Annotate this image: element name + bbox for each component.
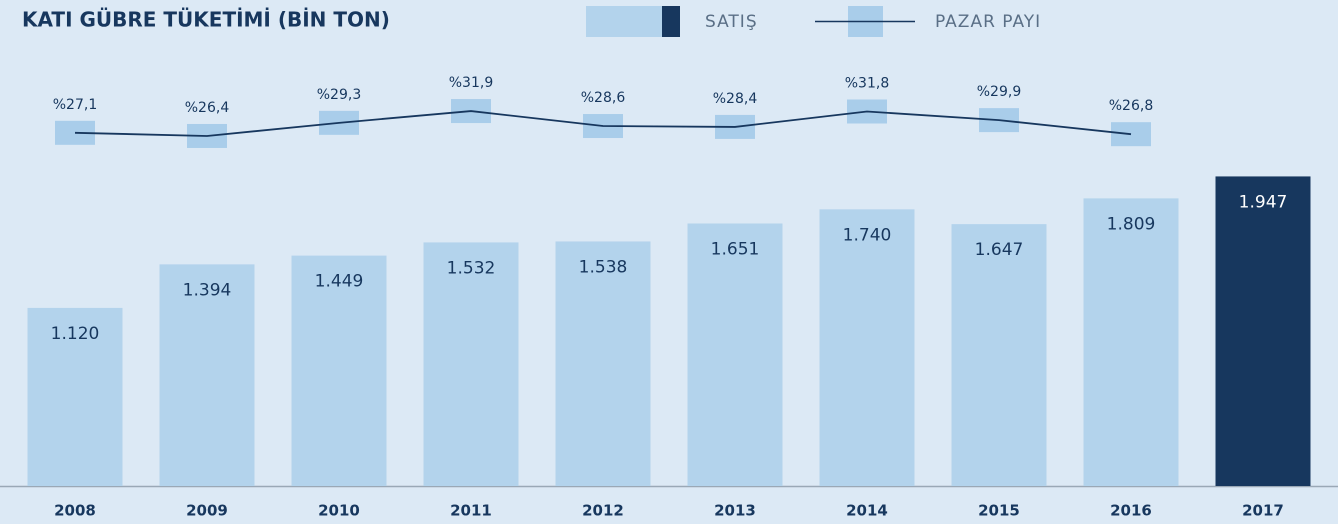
bar-value-label: 1.651 [711,239,760,259]
line-value-label: %29,3 [317,87,361,103]
line [74,110,1132,137]
x-tick-label: 2008 [54,502,96,520]
bar-value-label: 1.532 [447,258,496,278]
bar [555,241,651,486]
bar [159,264,255,486]
bar [27,307,123,486]
bar-value-label: 1.740 [843,225,892,245]
bar [291,255,387,486]
x-tick-label: 2009 [186,502,228,520]
line-value-label: %29,9 [977,84,1021,100]
bar-value-label: 1.394 [183,280,232,300]
x-tick-label: 2015 [978,502,1020,520]
legend-label: SATIŞ [705,12,758,32]
bar-value-label: 1.809 [1107,214,1156,234]
x-tick-label: 2012 [582,502,624,520]
line-value-label: %26,4 [185,100,230,116]
bar-value-label: 1.120 [51,324,100,344]
line-value-label: %27,1 [53,97,97,113]
bar-value-label: 1.449 [315,272,364,292]
x-tick-label: 2016 [1110,502,1152,520]
bar-value-label: 1.538 [579,257,628,277]
bar [687,223,783,486]
x-tick-label: 2011 [450,502,492,520]
line-marker [55,120,95,145]
x-tick-label: 2014 [846,502,888,520]
line-value-label: %28,6 [581,90,626,106]
bar [423,242,519,486]
line-value-label: %31,9 [449,75,493,91]
bar [951,224,1047,486]
bar [819,209,915,486]
bar-value-label: 1.947 [1239,192,1288,212]
x-tick-label: 2017 [1242,502,1284,520]
x-tick-label: 2010 [318,502,360,520]
bar-value-label: 1.647 [975,240,1024,260]
line-value-label: %31,8 [845,76,889,92]
legend-label: PAZAR PAYI [935,12,1041,32]
legend-swatch-highlight [662,6,680,37]
chart-title: KATI GÜBRE TÜKETİMİ (BİN TON) [22,8,390,32]
line-value-label: %28,4 [713,91,758,107]
bar [1083,198,1179,486]
line-value-label: %26,8 [1109,98,1153,114]
x-tick-label: 2013 [714,502,756,520]
bar [1215,176,1311,486]
